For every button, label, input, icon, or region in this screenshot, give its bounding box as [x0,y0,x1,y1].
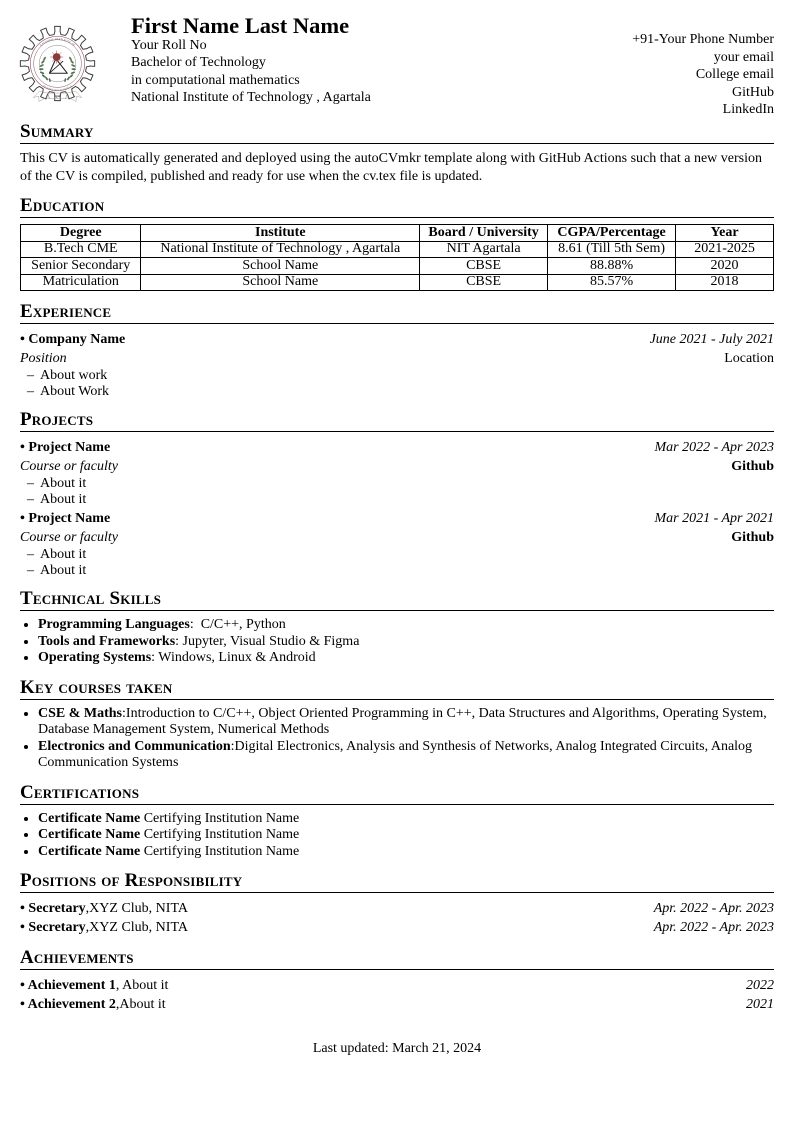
svg-text:TECHNOLOGY AGARTALA: TECHNOLOGY AGARTALA [42,85,73,92]
svg-text:समुत्कर्ष: समुत्कर्ष [53,94,62,98]
